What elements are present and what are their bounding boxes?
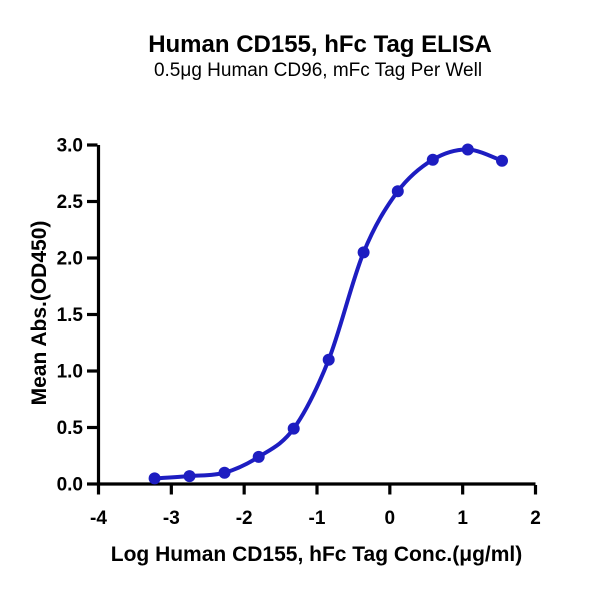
data-point (148, 472, 161, 485)
data-point (357, 246, 370, 259)
data-point (183, 470, 196, 483)
y-axis-title: Mean Abs.(OD450) (28, 220, 51, 406)
y-tick-label: 1.5 (57, 305, 84, 326)
data-point (218, 466, 231, 479)
x-tick-label: 1 (457, 508, 468, 529)
x-tick-label: 0 (385, 508, 396, 529)
fit-curve (152, 147, 504, 481)
x-tick-label: -4 (90, 508, 107, 529)
data-point (287, 422, 300, 435)
y-tick-label: 2.5 (57, 192, 84, 213)
chart-title: Human CD155, hFc Tag ELISA (148, 31, 492, 58)
y-tick-label: 0.0 (57, 475, 83, 496)
data-point (461, 143, 474, 156)
x-tick-label: -1 (309, 508, 326, 529)
y-tick-label: 3.0 (57, 136, 83, 157)
data-point (496, 154, 508, 167)
y-tick-label: 2.0 (57, 249, 83, 270)
y-tick-label: 0.5 (57, 418, 84, 439)
axis-lines (96, 145, 536, 486)
data-point (322, 353, 335, 366)
chart-subtitle: 0.5μg Human CD96, mFc Tag Per Well (153, 60, 483, 81)
data-point (426, 153, 439, 166)
data-point (252, 450, 265, 463)
x-axis-title: Log Human CD155, hFc Tag Conc.(μg/ml) (110, 543, 523, 566)
data-point (391, 185, 404, 198)
y-tick-label: 1.0 (57, 362, 83, 383)
x-tick-label: -3 (163, 508, 180, 529)
x-tick-label: -2 (236, 508, 253, 529)
x-tick-label: 2 (530, 508, 541, 529)
